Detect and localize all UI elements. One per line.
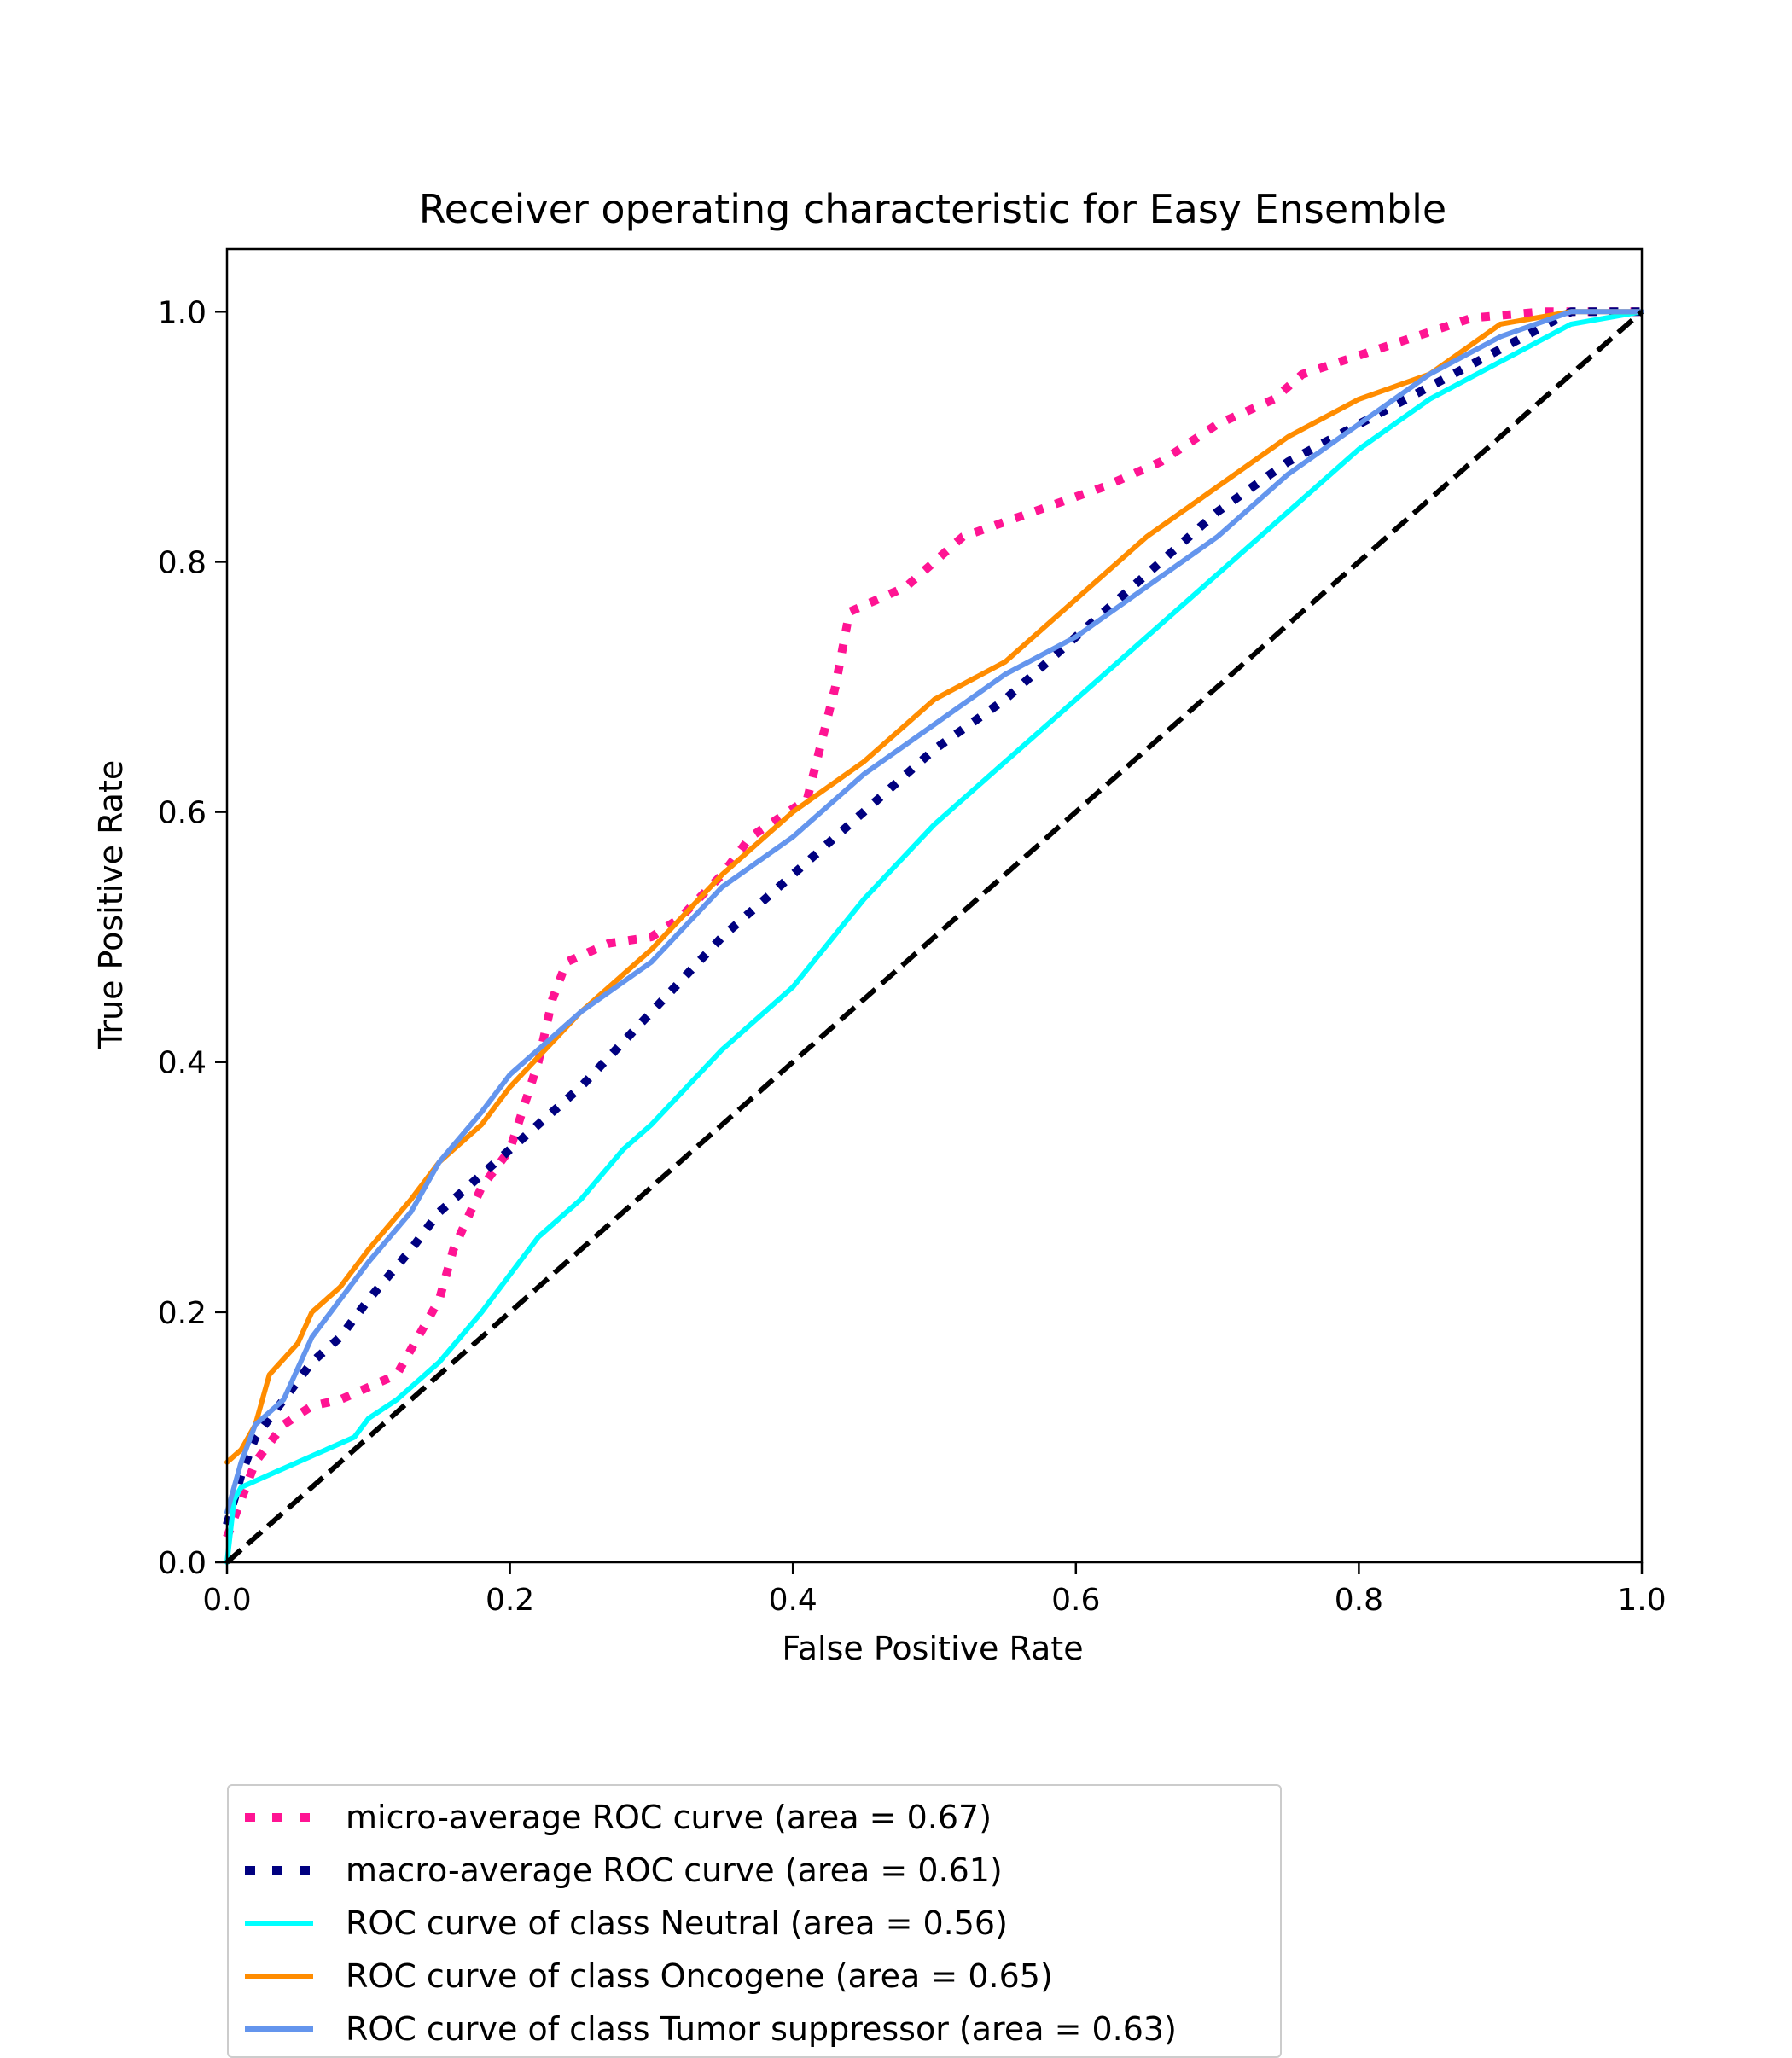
legend-label-tumor-suppressor: ROC curve of class Tumor suppressor (are… [346,2010,1177,2048]
series-line-tumor-suppressor [224,309,1644,1515]
y-tick-label: 0.2 [158,1296,207,1331]
plot-frame [225,247,1644,1564]
legend-item-micro-average: micro-average ROC curve (area = 0.67) [229,1791,1280,1844]
y-tick-label: 1.0 [158,295,207,330]
y-tick-label: 0.6 [158,796,207,831]
axes: 0.0 0.2 0.4 0.6 0.8 1.0 0.0 0.2 0.4 0.6 0.8 1.0 [158,247,1667,1618]
legend-swatch-oncogene [245,1974,313,1979]
legend-label-micro-average: micro-average ROC curve (area = 0.67) [346,1799,992,1836]
series-line-micro-average [223,307,1642,1539]
x-axis-label: False Positive Rate [782,1630,1083,1667]
legend-item-macro-average: macro-average ROC curve (area = 0.61) [229,1844,1280,1897]
legend: micro-average ROC curve (area = 0.67) ma… [227,1784,1282,2058]
y-tick-label: 0.4 [158,1046,207,1081]
legend-label-oncogene: ROC curve of class Oncogene (area = 0.65… [346,1957,1053,1995]
x-tick-label: 0.4 [769,1583,817,1618]
x-tick-label: 0.0 [202,1583,251,1618]
legend-label-neutral: ROC curve of class Neutral (area = 0.56) [346,1904,1008,1942]
plot-area [223,307,1644,1565]
chance-diagonal-line [225,310,1644,1565]
series-line-oncogene [224,309,1644,1465]
legend-label-macro-average: macro-average ROC curve (area = 0.61) [346,1852,1003,1889]
y-tick-label: 0.0 [158,1546,207,1581]
legend-swatch-neutral [245,1921,313,1926]
legend-item-tumor-suppressor: ROC curve of class Tumor suppressor (are… [229,2003,1280,2055]
y-tick-label: 0.8 [158,545,207,580]
y-axis-label: True Positive Rate [92,760,130,1050]
legend-swatch-macro-average [245,1866,313,1875]
x-tick-label: 0.6 [1051,1583,1100,1618]
chart-title: Receiver operating characteristic for Ea… [419,186,1446,232]
series-line-neutral [224,309,1644,1565]
legend-swatch-tumor-suppressor [245,2026,313,2032]
x-tick-label: 0.8 [1335,1583,1383,1618]
x-tick-label: 0.2 [486,1583,534,1618]
legend-item-oncogene: ROC curve of class Oncogene (area = 0.65… [229,1950,1280,2003]
series-line-macro-average [223,307,1642,1526]
x-tick-label: 1.0 [1617,1583,1666,1618]
legend-swatch-micro-average [245,1813,313,1822]
legend-item-neutral: ROC curve of class Neutral (area = 0.56) [229,1897,1280,1950]
